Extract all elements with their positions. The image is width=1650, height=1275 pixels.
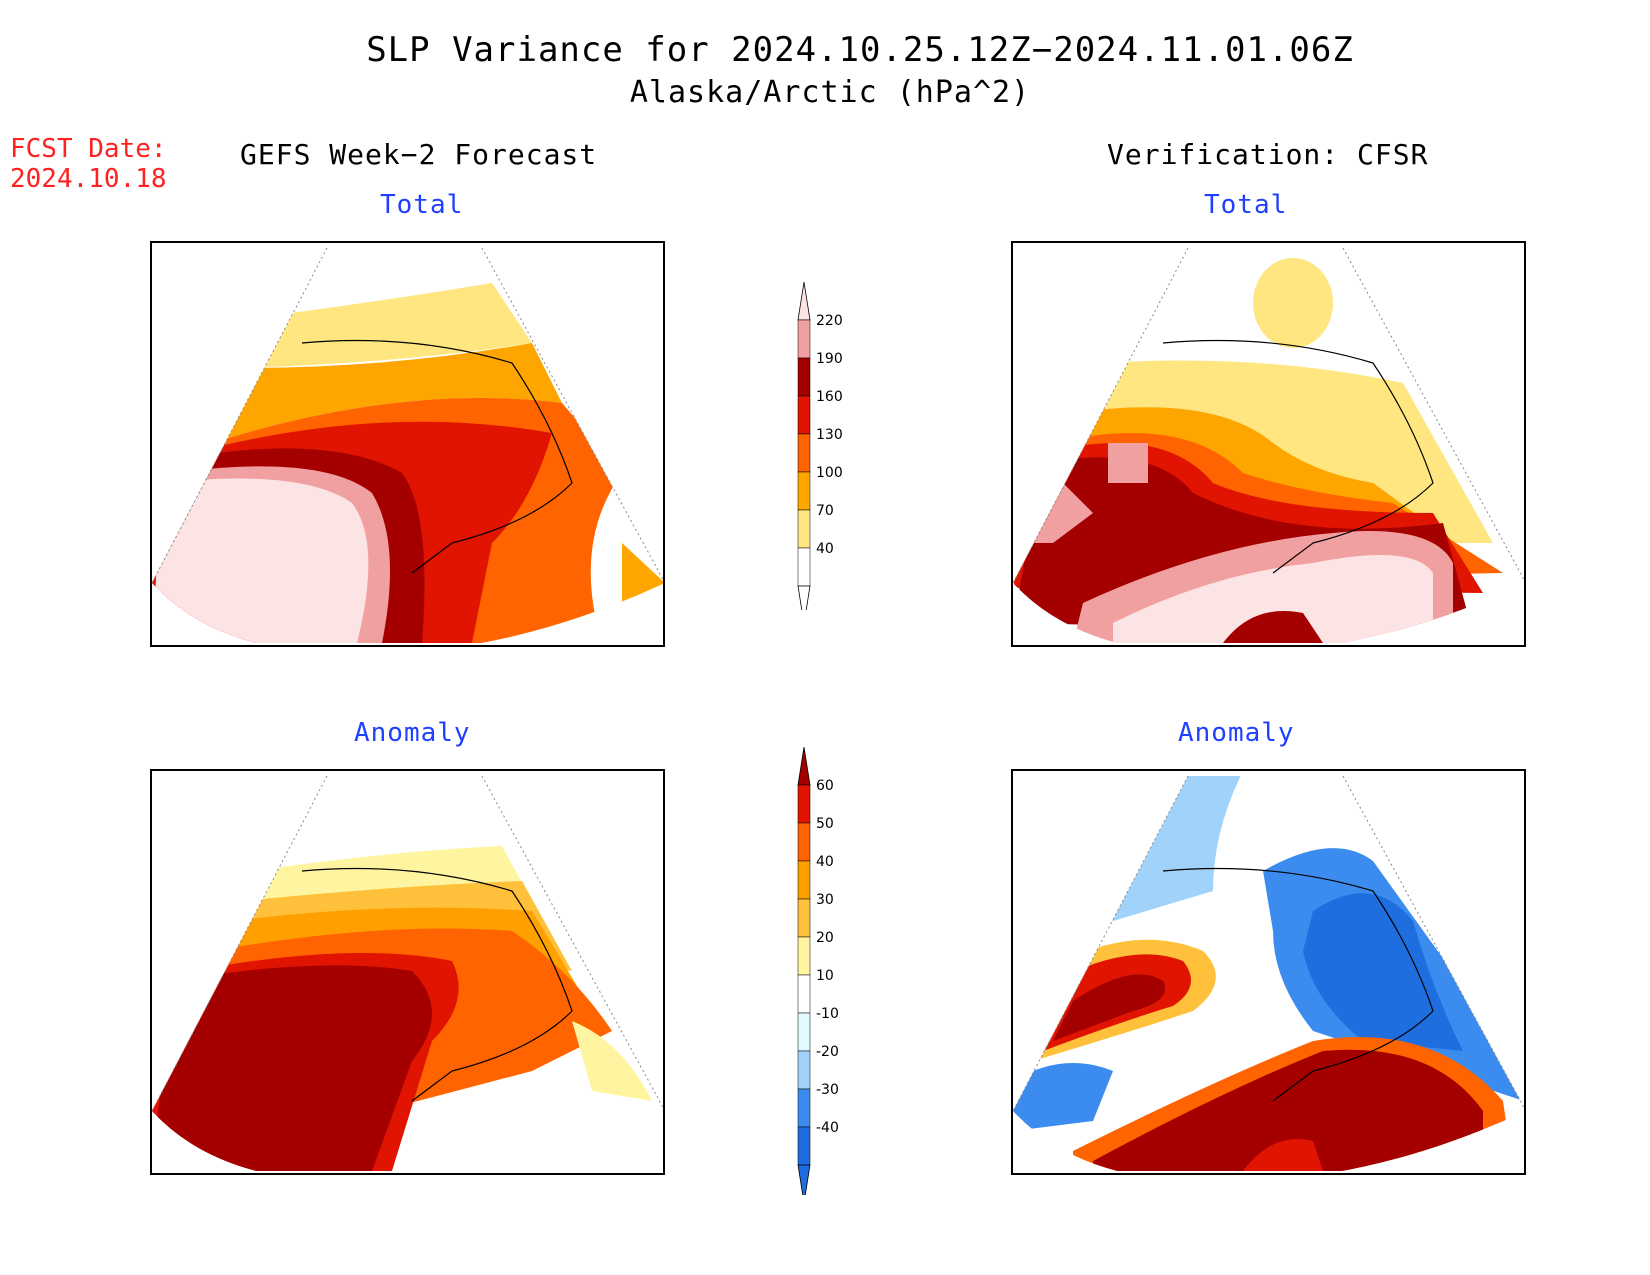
anomaly-colorbar-top-arrow [797,746,811,786]
verification-column-header: Verification: CFSR [1107,138,1429,171]
fcst-date-label: FCST Date: [10,134,167,164]
total-colorbar-segment [797,509,811,549]
total-colorbar-label: 40 [816,541,834,557]
total-colorbar-segment [797,433,811,473]
total-colorbar-label: 220 [816,313,843,329]
total-colorbar-label: 70 [816,503,834,519]
anomaly-colorbar-label: -40 [816,1120,839,1136]
total-colorbar-label: 190 [816,351,843,367]
anomaly-colorbar-label: 50 [816,816,834,832]
anomaly-colorbar-segment [797,936,811,976]
anomaly-colorbar-label: -20 [816,1044,839,1060]
verification-total-label: Total [1204,190,1288,220]
verification-total-map [1011,241,1526,647]
anomaly-colorbar-label: 40 [816,854,834,870]
total-colorbar-label: 130 [816,427,843,443]
anomaly-colorbar-segment [797,784,811,824]
verification-anomaly-map [1011,769,1526,1175]
anomaly-colorbar-segment [797,860,811,900]
anomaly-colorbar-label: -30 [816,1082,839,1098]
anomaly-colorbar-label: 30 [816,892,834,908]
forecast-total-label: Total [380,190,464,220]
total-colorbar: 220 190 160 130 100 70 40 [797,281,843,610]
anomaly-colorbar: 60 50 40 30 20 10 -10 -20 -30 -40 [797,746,839,1195]
forecast-column-header: GEFS Week−2 Forecast [240,138,598,171]
total-colorbar-top-arrow [797,281,811,321]
anomaly-colorbar-label: 20 [816,930,834,946]
anomaly-colorbar-label: 10 [816,968,834,984]
fcst-date-value: 2024.10.18 [10,164,167,194]
fcst-date: FCST Date: 2024.10.18 [10,134,167,194]
total-colorbar-segment [797,471,811,511]
anomaly-colorbar-segment [797,974,811,1014]
total-colorbar-segment [797,395,811,435]
anomaly-colorbar-segment [797,1088,811,1128]
anomaly-colorbar-segment [797,898,811,938]
total-colorbar-segment [797,547,811,587]
forecast-anomaly-map [150,769,665,1175]
total-colorbar-segment [797,319,811,359]
title-line-2: Alaska/Arctic (hPa^2) [629,75,1031,110]
forecast-anomaly-label: Anomaly [354,718,471,748]
title-line-1: SLP Variance for 2024.10.25.12Z−2024.11.… [366,30,1354,70]
total-colorbar-label: 160 [816,389,843,405]
forecast-total-map [150,241,665,647]
verification-anomaly-label: Anomaly [1178,718,1295,748]
total-colorbar-label: 100 [816,465,843,481]
anomaly-colorbar-segment [797,822,811,862]
anomaly-colorbar-segment [797,1126,811,1166]
total-colorbar-segment [797,357,811,397]
anomaly-colorbar-label: -10 [816,1006,839,1022]
total-colorbar-bottom-arrow [797,585,811,610]
anomaly-colorbar-label: 60 [816,778,834,794]
anomaly-colorbar-segment [797,1050,811,1090]
anomaly-colorbar-bottom-arrow [797,1164,811,1195]
anomaly-colorbar-segment [797,1012,811,1052]
